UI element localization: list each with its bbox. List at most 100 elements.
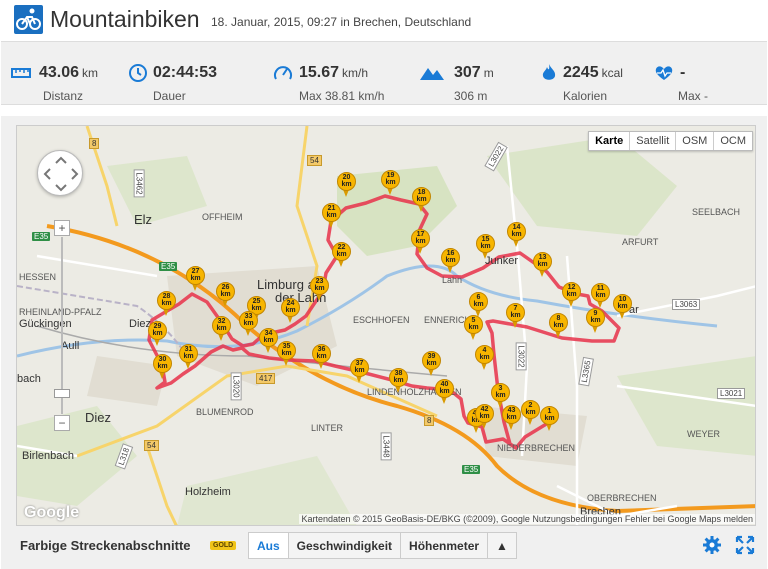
map-type-satellit[interactable]: Satellit (629, 132, 675, 150)
km-marker-body (475, 345, 494, 364)
km-marker-label: 13 km (533, 254, 552, 268)
stat-label: Kalorien (563, 89, 608, 103)
mode-off-button[interactable]: Aus (249, 533, 288, 558)
km-marker-pin[interactable]: 4 km (475, 345, 494, 371)
km-marker-pin[interactable]: 38 km (389, 368, 408, 394)
km-marker-body (381, 170, 400, 189)
km-marker-pin[interactable]: 34 km (259, 328, 278, 354)
km-marker-label: 15 km (476, 236, 495, 250)
zoom-slider-track[interactable] (61, 237, 63, 414)
km-marker-pin[interactable]: 26 km (216, 282, 235, 308)
km-marker-pin[interactable]: 9 km (586, 308, 605, 334)
ruler-icon (11, 68, 31, 78)
km-marker-pin[interactable]: 20 km (337, 172, 356, 198)
km-marker-pin[interactable]: 12 km (562, 282, 581, 308)
km-marker-pin[interactable]: 43 km (502, 405, 521, 431)
km-marker-pin[interactable]: 33 km (239, 311, 258, 337)
km-marker-pin[interactable]: 40 km (435, 379, 454, 405)
collapse-arrow-button[interactable]: ▲ (487, 533, 516, 558)
km-marker-pin[interactable]: 10 km (613, 294, 632, 320)
km-marker-body (153, 354, 172, 373)
map-type-osm[interactable]: OSM (675, 132, 713, 150)
km-marker-unit: km (468, 324, 479, 331)
km-marker-pin[interactable]: 29 km (148, 321, 167, 347)
km-marker-pin[interactable]: 24 km (281, 298, 300, 324)
km-marker-pin[interactable]: 27 km (186, 266, 205, 292)
km-marker-number: 30 (158, 356, 167, 363)
km-marker-pin[interactable]: 35 km (277, 341, 296, 367)
activity-date-location: 18. Januar, 2015, 09:27 in Brechen, Deut… (211, 15, 472, 29)
zoom-in-button[interactable]: + (54, 220, 70, 236)
km-marker-pin[interactable]: 21 km (322, 203, 341, 229)
km-marker-pin[interactable]: 22 km (332, 242, 351, 268)
road-label: 8 (424, 415, 435, 426)
km-marker-tip (480, 360, 488, 370)
km-marker-number: 15 (481, 236, 490, 243)
km-marker-pin[interactable]: 5 km (464, 315, 483, 341)
km-marker-tip (416, 244, 424, 254)
stat-unit: m (483, 66, 494, 80)
km-marker-pin[interactable]: 14 km (507, 222, 526, 248)
km-marker-pin[interactable]: 36 km (312, 344, 331, 370)
km-marker-pin[interactable]: 30 km (153, 354, 172, 380)
km-marker-tip (512, 237, 520, 247)
mode-speed-button[interactable]: Geschwindigkeit (287, 533, 400, 558)
km-marker-tip (618, 309, 626, 319)
km-marker-pin[interactable]: 1 km (540, 406, 559, 432)
km-marker-unit: km (510, 312, 521, 319)
km-marker-pin[interactable]: 42 km (475, 404, 494, 430)
fullscreen-icon[interactable] (735, 535, 755, 555)
km-marker-pin[interactable]: 28 km (157, 291, 176, 317)
km-marker-body (337, 172, 356, 191)
km-marker-pin[interactable]: 18 km (412, 187, 431, 213)
map-type-ocm[interactable]: OCM (713, 132, 752, 150)
km-marker-pin[interactable]: 11 km (591, 283, 610, 309)
km-marker-tip (217, 331, 225, 341)
pan-control[interactable] (37, 150, 83, 196)
km-marker-pin[interactable]: 13 km (533, 252, 552, 278)
gear-icon[interactable] (702, 535, 722, 555)
km-marker-pin[interactable]: 17 km (411, 229, 430, 255)
km-marker-unit: km (183, 353, 194, 360)
km-marker-unit: km (341, 181, 352, 188)
km-marker-tip (355, 373, 363, 383)
km-marker-pin[interactable]: 6 km (469, 292, 488, 318)
zoom-slider-handle[interactable] (54, 389, 70, 398)
pan-arrows-icon (43, 156, 79, 192)
km-marker-unit: km (220, 291, 231, 298)
km-marker-pin[interactable]: 16 km (441, 248, 460, 274)
stat-value: 02:44:53 (153, 64, 218, 81)
place-label: Gückingen (19, 318, 72, 330)
km-marker-pin[interactable]: 19 km (381, 170, 400, 196)
km-marker-number: 32 (217, 318, 226, 325)
page-title: Mountainbiken (50, 6, 200, 32)
km-marker-tip (446, 263, 454, 273)
km-marker-tip (286, 313, 294, 323)
route-map[interactable]: Elz OFFHEIM Limburg a der Lahn ESCHHOFEN… (16, 125, 756, 526)
zoom-out-button[interactable]: − (54, 415, 70, 431)
km-marker-pin[interactable]: 3 km (491, 383, 510, 409)
stat-label: Dauer (153, 89, 186, 103)
km-marker-pin[interactable]: 39 km (422, 351, 441, 377)
km-marker-pin[interactable]: 23 km (310, 276, 329, 302)
km-marker-pin[interactable]: 7 km (506, 303, 525, 329)
map-type-karte[interactable]: Karte (595, 135, 624, 147)
km-marker-pin[interactable]: 31 km (179, 344, 198, 370)
km-marker-body (502, 405, 521, 424)
stat-unit: km (82, 66, 99, 80)
km-marker-pin[interactable]: 8 km (549, 313, 568, 339)
km-marker-pin[interactable]: 2 km (521, 400, 540, 426)
km-marker-pin[interactable]: 15 km (476, 234, 495, 260)
km-marker-number: 43 (507, 407, 516, 414)
km-marker-body (389, 368, 408, 387)
km-marker-tip (480, 419, 488, 429)
mode-elevation-button[interactable]: Höhenmeter (400, 533, 487, 558)
km-marker-number: 24 (286, 300, 295, 307)
km-marker-pin[interactable]: 32 km (212, 316, 231, 342)
km-marker-pin[interactable]: 37 km (350, 358, 369, 384)
km-marker-number: 13 (538, 254, 547, 261)
map-attribution[interactable]: Kartendaten © 2015 GeoBasis-DE/BKG (©200… (299, 514, 755, 524)
km-marker-unit: km (445, 257, 456, 264)
km-marker-label: 11 km (591, 285, 610, 299)
km-marker-unit: km (281, 350, 292, 357)
